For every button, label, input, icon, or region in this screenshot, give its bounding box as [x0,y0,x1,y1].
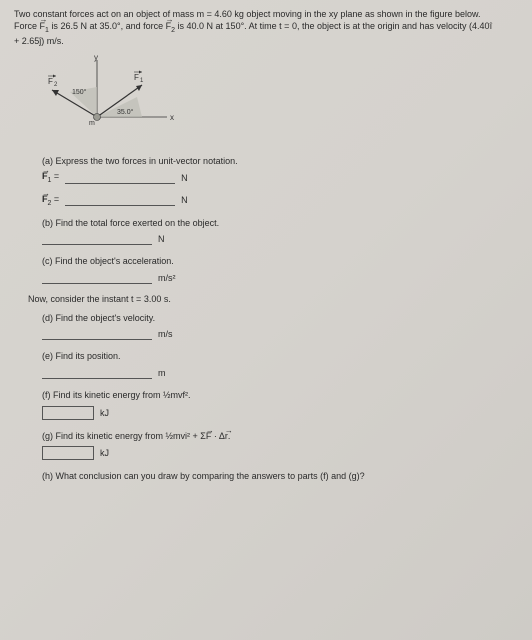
part-g: (g) Find its kinetic energy from ½mvi² +… [42,430,514,443]
unit-m: m [158,368,166,378]
line1: Two constant forces act on an object of … [14,9,481,19]
line3: + 2.65ĵ) m/s. [14,36,64,46]
answer-f: kJ [42,406,514,420]
part-d: (d) Find the object's velocity. [42,312,514,325]
unit-ms: m/s [158,329,173,339]
unit-kj1: kJ [100,408,109,418]
blank-c[interactable] [42,272,152,284]
part-h: (h) What conclusion can you draw by comp… [42,470,514,483]
answer-a-f1: →F1 = N [42,171,514,184]
l2c: is 40.0 N at 150°. At time t = 0, the ob… [178,21,490,31]
answer-c: m/s² [42,272,514,284]
f1-label: →F1 = [42,171,59,184]
ihat: î [490,21,493,31]
sigf-vec: →F [206,430,212,443]
blank-f2[interactable] [65,194,175,206]
part-e: (e) Find its position. [42,350,514,363]
l2b: is 26.5 N at 35.0°, and force [51,21,165,31]
box-g[interactable] [42,446,94,460]
part-f: (f) Find its kinetic energy from ½mvf². [42,389,514,402]
blank-d[interactable] [42,328,152,340]
svg-text:m: m [89,120,95,127]
answer-e: m [42,367,514,379]
part-b: (b) Find the total force exerted on the … [42,217,514,230]
l2a: Force [14,21,40,31]
svg-text:150°: 150° [72,88,87,96]
svg-text:35.0°: 35.0° [117,108,134,116]
problem-statement: Two constant forces act on an object of … [14,8,514,48]
blank-b[interactable] [42,233,152,245]
now-text: Now, consider the instant t = 3.00 s. [28,294,514,304]
unit-n2: N [181,195,188,205]
part-c: (c) Find the object's acceleration. [42,255,514,268]
force-diagram: x y 35.0° 150° F 1 F 2 m [42,52,182,147]
svg-text:x: x [170,113,174,122]
unit-ms2: m/s² [158,273,176,283]
unit-n1: N [181,173,188,183]
svg-text:F: F [134,73,139,82]
answer-b: N [42,233,514,245]
part-a: (a) Express the two forces in unit-vecto… [42,155,514,168]
svg-text:2: 2 [54,82,58,88]
f1-vec: →F1 [40,20,49,35]
dr-vec: →r [225,430,228,443]
svg-text:1: 1 [140,78,144,84]
blank-f1[interactable] [65,172,175,184]
f2-label: →F2 = [42,194,59,207]
blank-e[interactable] [42,367,152,379]
svg-text:y: y [94,53,98,62]
answer-g: kJ [42,446,514,460]
answer-a-f2: →F2 = N [42,194,514,207]
unit-kj2: kJ [100,448,109,458]
svg-text:F: F [48,77,53,86]
f2-vec: →F2 [166,20,175,35]
answer-d: m/s [42,328,514,340]
box-f[interactable] [42,406,94,420]
unit-n3: N [158,234,165,244]
